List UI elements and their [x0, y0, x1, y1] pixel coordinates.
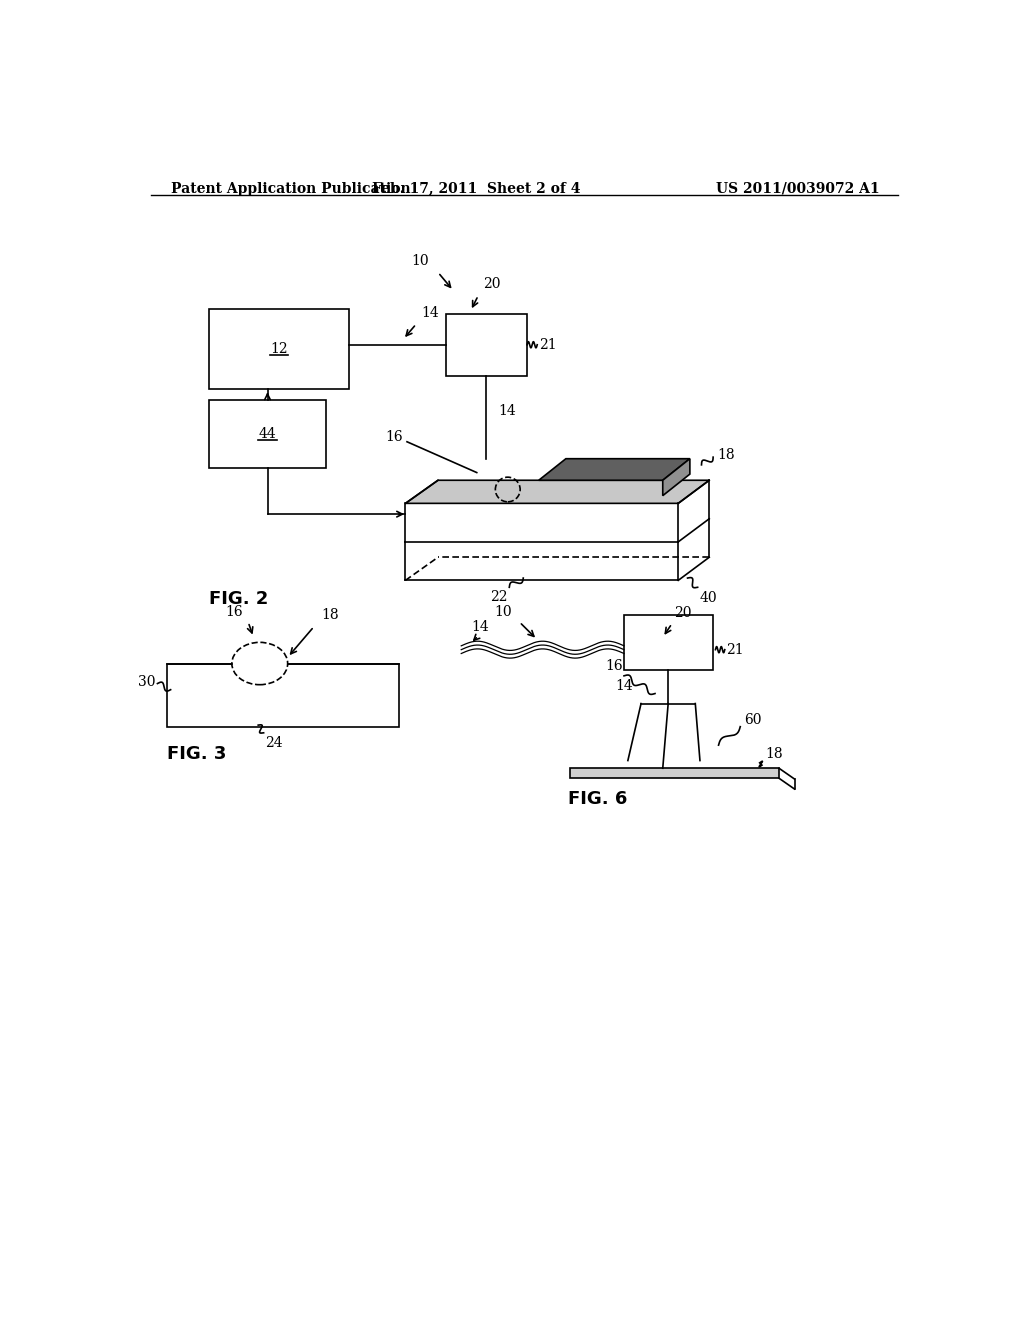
FancyBboxPatch shape — [209, 400, 326, 469]
Text: 14: 14 — [499, 404, 516, 418]
Text: 12: 12 — [270, 342, 288, 355]
Text: 22: 22 — [489, 590, 507, 603]
Text: 20: 20 — [483, 277, 501, 290]
Text: FIG. 3: FIG. 3 — [167, 744, 226, 763]
Polygon shape — [539, 459, 690, 480]
Text: 10: 10 — [411, 253, 429, 268]
Text: 60: 60 — [744, 714, 762, 727]
Text: 10: 10 — [494, 605, 512, 619]
Text: 21: 21 — [539, 338, 556, 351]
Text: US 2011/0039072 A1: US 2011/0039072 A1 — [716, 182, 880, 195]
FancyBboxPatch shape — [167, 664, 399, 726]
Polygon shape — [663, 459, 690, 496]
Text: 16: 16 — [385, 430, 403, 444]
Text: 18: 18 — [322, 609, 339, 622]
Text: 18: 18 — [765, 747, 782, 760]
Text: 30: 30 — [137, 675, 155, 689]
Text: FIG. 2: FIG. 2 — [209, 590, 268, 607]
Text: 18: 18 — [717, 447, 734, 462]
Text: 16: 16 — [225, 605, 243, 619]
Text: 21: 21 — [726, 643, 743, 656]
Text: FIG. 6: FIG. 6 — [568, 789, 628, 808]
Text: 24: 24 — [265, 737, 283, 750]
Text: 14: 14 — [472, 620, 489, 635]
Text: 44: 44 — [259, 428, 276, 441]
Text: 16: 16 — [605, 659, 623, 673]
Text: 14: 14 — [421, 306, 438, 321]
Text: Feb. 17, 2011  Sheet 2 of 4: Feb. 17, 2011 Sheet 2 of 4 — [373, 182, 581, 195]
FancyBboxPatch shape — [624, 615, 713, 671]
Text: 14: 14 — [615, 678, 633, 693]
Polygon shape — [569, 768, 779, 779]
FancyBboxPatch shape — [445, 314, 527, 376]
Polygon shape — [406, 480, 710, 503]
Text: Patent Application Publication: Patent Application Publication — [171, 182, 411, 195]
Ellipse shape — [231, 643, 288, 685]
FancyBboxPatch shape — [209, 309, 349, 389]
Text: 40: 40 — [700, 591, 718, 605]
Text: 20: 20 — [675, 606, 692, 620]
